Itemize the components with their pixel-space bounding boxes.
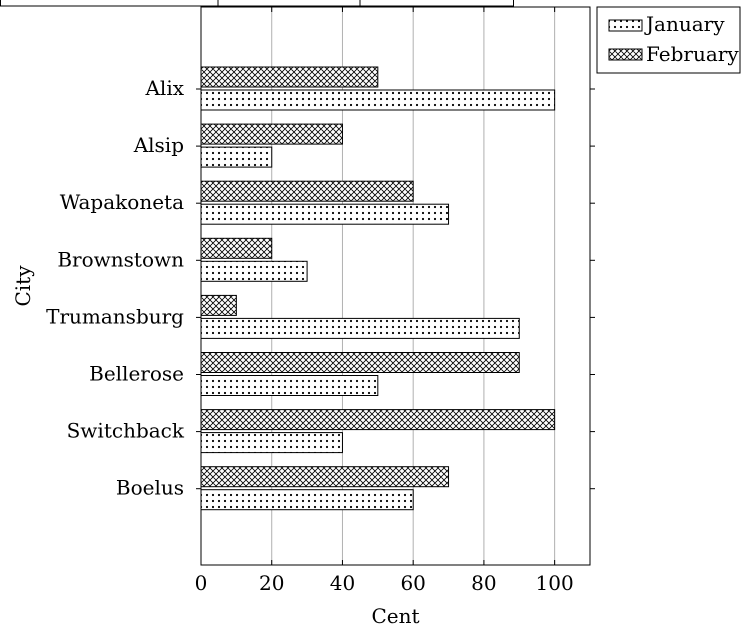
bar-february-wapakoneta <box>200 180 414 202</box>
bar-january-alsip <box>200 146 273 168</box>
axis-ticks <box>196 7 595 565</box>
y-tick-label-wapakoneta: Wapakoneta <box>60 190 184 214</box>
y-tick-label-switchback: Switchback <box>67 419 185 443</box>
legend: January February <box>596 6 741 74</box>
y-tick-label-bellerose: Bellerose <box>89 362 184 386</box>
x-tick-label-20: 20 <box>259 571 284 595</box>
bar-january-trumansburg <box>200 317 520 339</box>
bar-january-brownstown <box>200 260 308 282</box>
y-tick-label-trumansburg: Trumansburg <box>46 304 184 328</box>
x-tick-label-100: 100 <box>536 571 574 595</box>
legend-swatch-january <box>608 19 643 32</box>
bar-february-brownstown <box>200 237 273 259</box>
bar-february-alix <box>200 66 379 88</box>
y-axis-title: City <box>11 265 35 307</box>
x-tick-label-60: 60 <box>400 571 425 595</box>
y-tick-label-boelus: Boelus <box>116 476 184 500</box>
x-tick-label-80: 80 <box>471 571 496 595</box>
x-tick-label-0: 0 <box>195 571 208 595</box>
bar-january-boelus <box>200 489 414 511</box>
legend-label-february: February <box>646 42 739 66</box>
bar-february-bellerose <box>200 352 520 373</box>
y-tick-label-alsip: Alsip <box>133 133 184 157</box>
top-table-fragment <box>0 0 514 7</box>
bar-january-alix <box>200 89 556 111</box>
legend-swatch-february <box>608 48 643 61</box>
x-axis-title: Cent <box>371 604 419 628</box>
bar-february-alsip <box>200 123 343 145</box>
y-tick-labels: Alix Alsip Wapakoneta Brownstown Trumansburg… <box>46 76 185 500</box>
x-tick-label-40: 40 <box>330 571 355 595</box>
bar-february-trumansburg <box>200 294 237 316</box>
bar-february-boelus <box>200 466 450 488</box>
plot-frame <box>200 6 591 566</box>
y-tick-label-brownstown: Brownstown <box>57 247 184 271</box>
legend-label-january: January <box>644 12 725 36</box>
bar-january-switchback <box>200 432 343 454</box>
x-tick-labels: 0 20 40 60 80 100 <box>195 571 574 595</box>
bars-group <box>200 66 556 511</box>
bar-february-switchback <box>200 409 556 431</box>
bar-january-wapakoneta <box>200 203 450 225</box>
bar-january-bellerose <box>200 375 379 396</box>
legend-box <box>596 6 741 74</box>
y-tick-label-alix: Alix <box>144 76 184 100</box>
